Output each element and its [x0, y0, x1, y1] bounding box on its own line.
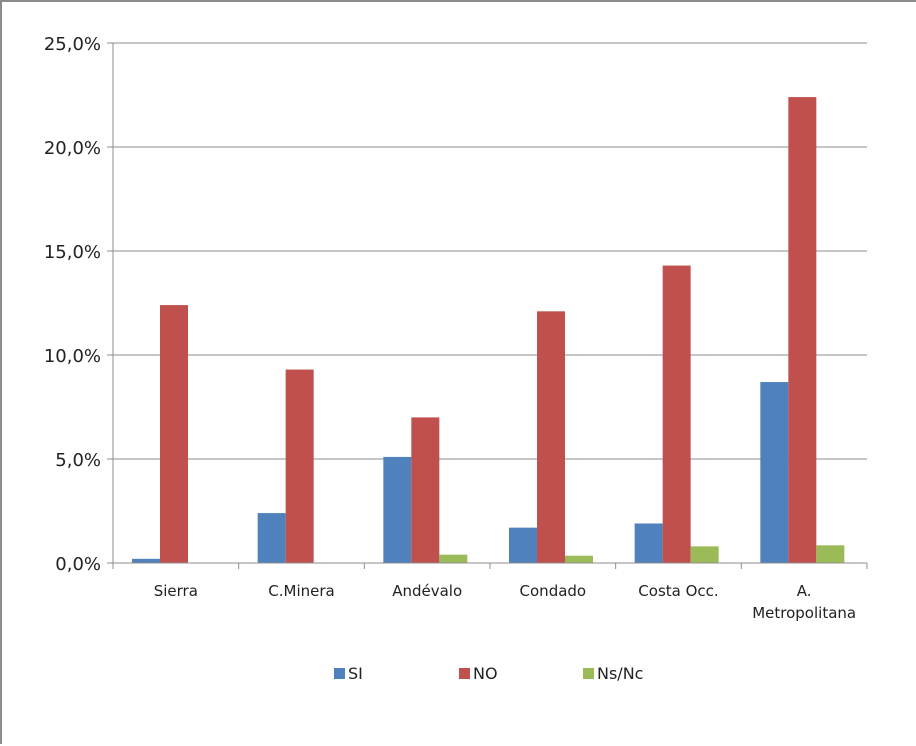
bar-si: [257, 513, 286, 563]
legend-swatch: [459, 668, 470, 679]
bar-nsnc: [690, 546, 719, 563]
legend-swatch: [334, 668, 345, 679]
bar-no: [788, 97, 817, 563]
bar-si: [509, 527, 537, 563]
bar-no: [411, 417, 440, 563]
y-tick-label: 10,0%: [44, 346, 101, 367]
y-tick-label: 0,0%: [55, 554, 101, 575]
bar-nsnc: [439, 554, 468, 563]
bar-no: [285, 369, 314, 563]
bars: [132, 97, 845, 563]
bar-no: [537, 311, 565, 563]
y-tick-label: 15,0%: [44, 242, 101, 263]
legend-label: SI: [348, 664, 363, 683]
legend-swatch: [583, 668, 594, 679]
legend: SI NO Ns/Nc: [334, 664, 643, 683]
x-axis-category-labels: Sierra C.Minera Andévalo Condado Costa Occ. A…: [154, 582, 856, 622]
x-category-label: Andévalo: [392, 582, 462, 600]
y-tick-label: 25,0%: [44, 34, 101, 55]
x-category-label: A. Metropolitana: [752, 582, 856, 622]
axes: [112, 43, 868, 569]
gridlines: [107, 42, 867, 564]
y-axis-tick-labels: 0,0% 5,0% 10,0% 15,0% 20,0% 25,0%: [44, 34, 101, 575]
bar-si: [132, 558, 160, 563]
legend-label: NO: [473, 664, 498, 683]
x-category-label: Condado: [520, 582, 587, 600]
bar-no: [662, 265, 691, 563]
bar-nsnc: [565, 555, 593, 563]
x-category-label: C.Minera: [268, 582, 334, 600]
bar-si: [634, 523, 663, 563]
bar-si: [760, 382, 789, 563]
y-tick-label: 20,0%: [44, 138, 101, 159]
bar-si: [383, 456, 412, 563]
legend-label: Ns/Nc: [597, 664, 643, 683]
y-tick-label: 5,0%: [55, 450, 101, 471]
bar-no: [160, 305, 188, 563]
x-category-label: Sierra: [154, 582, 198, 600]
x-category-label: Costa Occ.: [638, 582, 718, 600]
bar-nsnc: [816, 545, 845, 563]
